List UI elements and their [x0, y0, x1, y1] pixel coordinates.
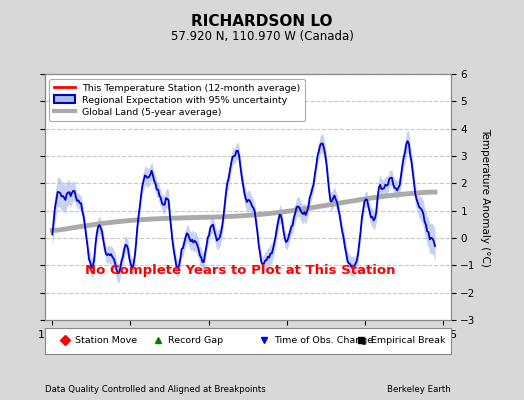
Legend: This Temperature Station (12-month average), Regional Expectation with 95% uncer: This Temperature Station (12-month avera… — [49, 79, 305, 121]
Text: No Complete Years to Plot at This Station: No Complete Years to Plot at This Statio… — [84, 264, 395, 277]
Text: Data Quality Controlled and Aligned at Breakpoints: Data Quality Controlled and Aligned at B… — [45, 385, 265, 394]
Text: Record Gap: Record Gap — [168, 336, 224, 345]
Text: RICHARDSON LO: RICHARDSON LO — [191, 14, 333, 29]
Text: Station Move: Station Move — [75, 336, 137, 345]
Text: 57.920 N, 110.970 W (Canada): 57.920 N, 110.970 W (Canada) — [171, 30, 353, 43]
Text: Berkeley Earth: Berkeley Earth — [387, 385, 451, 394]
Y-axis label: Temperature Anomaly (°C): Temperature Anomaly (°C) — [479, 128, 489, 266]
Text: Time of Obs. Change: Time of Obs. Change — [274, 336, 373, 345]
Text: Empirical Break: Empirical Break — [372, 336, 446, 345]
